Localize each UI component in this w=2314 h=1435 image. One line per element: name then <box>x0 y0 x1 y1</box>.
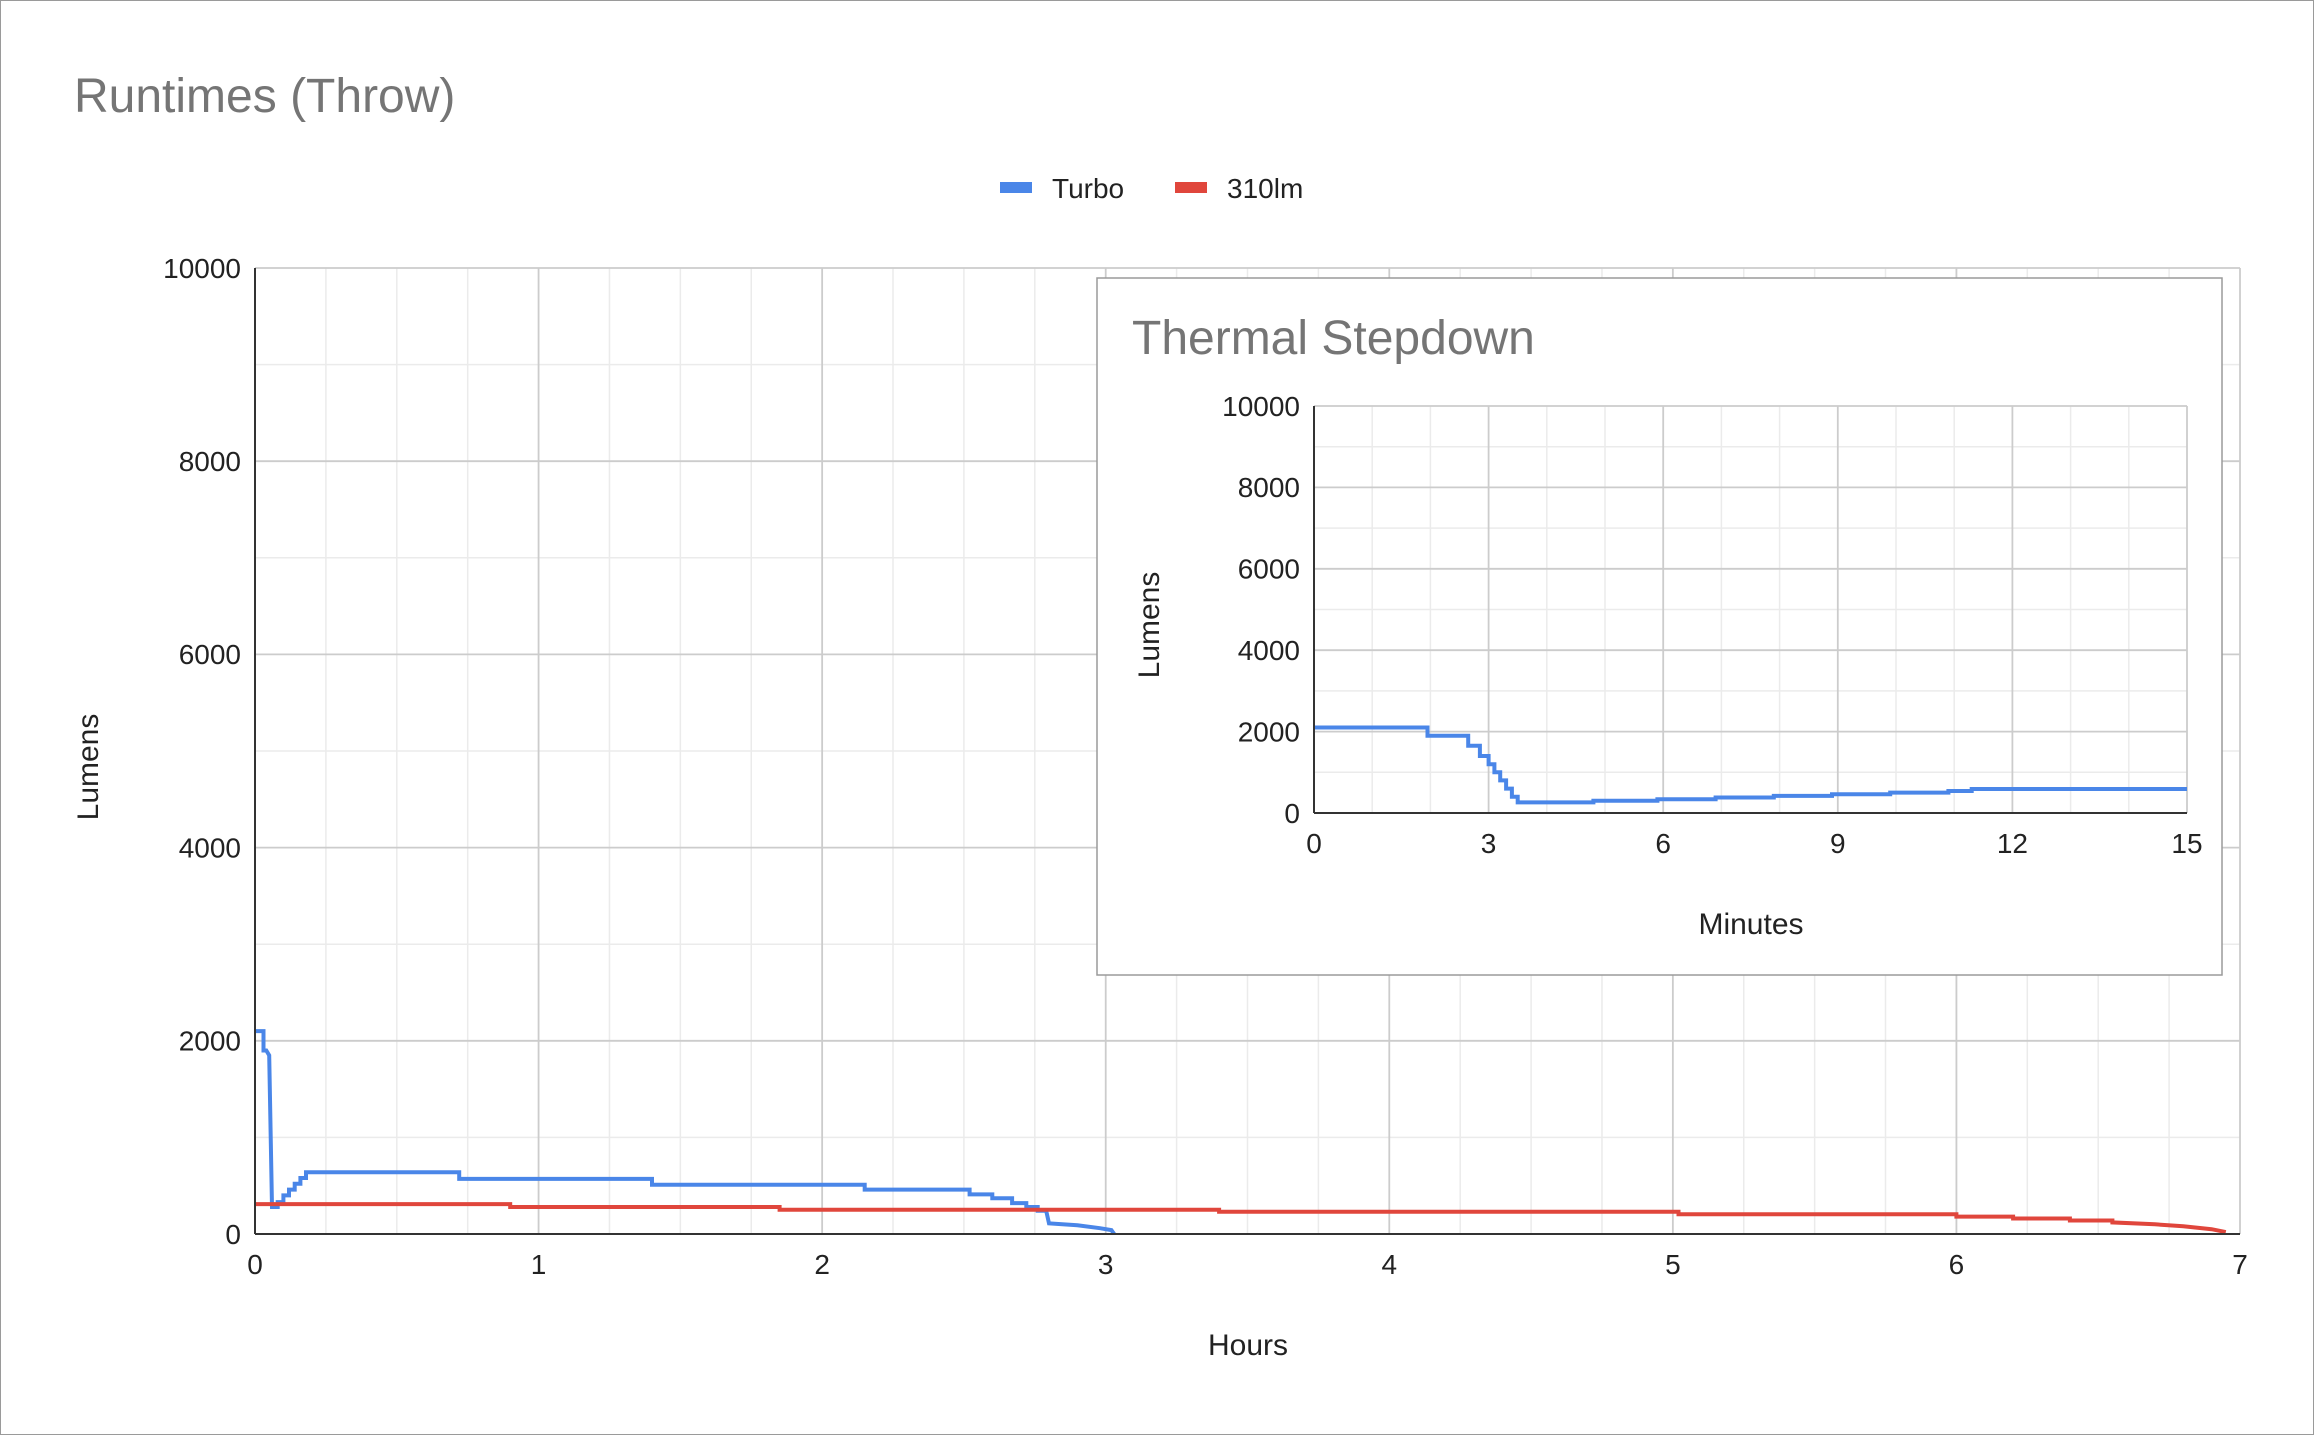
y-tick-label: 8000 <box>179 446 241 477</box>
inset-grid <box>1313 405 2188 814</box>
x-tick-label: 4 <box>1381 1249 1397 1280</box>
x-tick-label: 3 <box>1098 1249 1114 1280</box>
x-tick-label: 3 <box>1481 828 1497 859</box>
legend: Turbo 310lm <box>1000 173 1303 204</box>
inset-title: Thermal Stepdown <box>1132 312 1535 365</box>
inset-x-axis-title: Minutes <box>1698 908 1803 941</box>
main-series <box>255 1029 2227 1236</box>
x-tick-label: 0 <box>247 1249 263 1280</box>
y-tick-label: 2000 <box>1238 716 1300 747</box>
x-tick-label: 7 <box>2232 1249 2248 1280</box>
x-tick-label: 9 <box>1830 828 1846 859</box>
y-tick-label: 6000 <box>179 639 241 670</box>
legend-label-turbo: Turbo <box>1052 173 1124 204</box>
inset-tick-labels: 0 3 6 9 12 15 0 2000 4000 6000 8000 10000 <box>1222 391 2202 859</box>
y-tick-label: 4000 <box>179 832 241 863</box>
series-line-turbo <box>1314 725 2187 805</box>
legend-swatch-turbo <box>1000 182 1032 193</box>
y-tick-label: 8000 <box>1238 472 1300 503</box>
y-tick-label: 0 <box>225 1219 241 1250</box>
x-tick-label: 1 <box>531 1249 547 1280</box>
main-x-axis-title: Hours <box>1208 1329 1288 1362</box>
y-tick-label: 6000 <box>1238 554 1300 585</box>
y-tick-label: 4000 <box>1238 635 1300 666</box>
main-y-axis-title: Lumens <box>72 714 105 821</box>
y-tick-label: 10000 <box>163 253 241 284</box>
inset-axes <box>1313 406 2187 814</box>
y-tick-label: 0 <box>1284 798 1300 829</box>
x-tick-label: 2 <box>814 1249 830 1280</box>
x-tick-label: 15 <box>2171 828 2202 859</box>
x-tick-label: 5 <box>1665 1249 1681 1280</box>
inset-panel <box>1096 277 2223 976</box>
inset-series <box>1314 725 2187 805</box>
chart-title: Runtimes (Throw) <box>74 70 455 123</box>
x-tick-label: 6 <box>1949 1249 1965 1280</box>
y-tick-label: 2000 <box>179 1026 241 1057</box>
main-axes <box>254 268 2240 1235</box>
y-tick-label: 10000 <box>1222 391 1300 422</box>
legend-swatch-310lm <box>1175 182 1207 193</box>
series-line-310lm <box>255 1202 2227 1235</box>
inset-y-axis-title: Lumens <box>1133 572 1166 679</box>
x-tick-label: 0 <box>1306 828 1322 859</box>
x-tick-label: 6 <box>1655 828 1671 859</box>
legend-label-310lm: 310lm <box>1227 173 1303 204</box>
inset-chart: Thermal Stepdown 0 3 6 9 12 15 0 2000 4000 6000 80… <box>1096 277 2223 976</box>
x-tick-label: 12 <box>1997 828 2028 859</box>
